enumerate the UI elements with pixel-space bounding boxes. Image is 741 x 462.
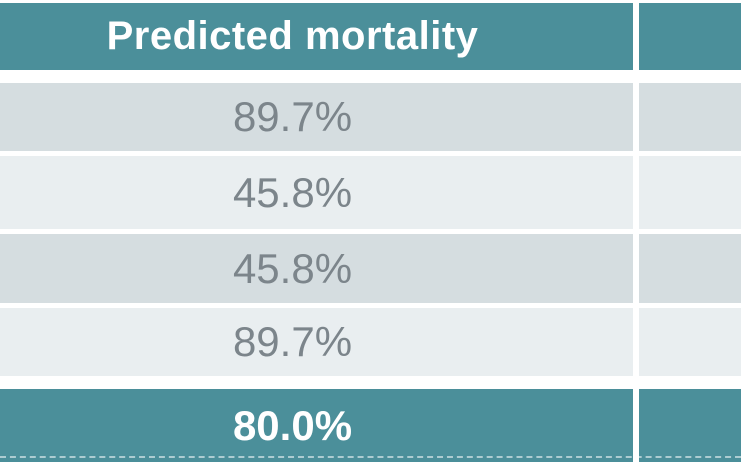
row-separator	[0, 376, 741, 389]
row-separator	[0, 303, 741, 308]
table-header-row: Predicted mortality	[0, 3, 741, 70]
header-cell-predicted-mortality: Predicted mortality	[0, 3, 633, 70]
value-cell: 45.8%	[0, 156, 633, 229]
column-divider	[633, 156, 639, 229]
row-separator	[0, 70, 741, 83]
footer-value-cell: 80.0%	[0, 389, 633, 462]
header-label: Predicted mortality	[106, 14, 479, 58]
table-row: 45.8%	[0, 234, 741, 303]
second-column-cell	[639, 156, 741, 229]
footer-mortality-value: 80.0%	[232, 401, 353, 449]
second-column-cell	[639, 308, 741, 376]
value-cell: 45.8%	[0, 234, 633, 303]
second-column-cell	[639, 83, 741, 151]
column-divider	[633, 308, 639, 376]
mortality-value: 89.7%	[232, 318, 353, 365]
table-row: 89.7%	[0, 83, 741, 151]
mortality-value: 45.8%	[232, 244, 353, 292]
column-divider	[633, 83, 639, 151]
table-row: 45.8%	[0, 156, 741, 229]
column-divider	[633, 389, 639, 462]
table-row: 89.7%	[0, 308, 741, 376]
value-cell: 89.7%	[0, 308, 633, 376]
table-footer-row: 80.0%	[0, 389, 741, 462]
row-separator	[0, 151, 741, 156]
second-column-cell	[639, 234, 741, 303]
mortality-value: 89.7%	[232, 93, 353, 140]
mortality-value: 45.8%	[232, 168, 353, 216]
column-divider	[633, 234, 639, 303]
header-cell-second-column	[639, 3, 741, 70]
footer-second-column-cell	[639, 389, 741, 462]
value-cell: 89.7%	[0, 83, 633, 151]
column-divider	[633, 3, 639, 70]
row-separator	[0, 229, 741, 234]
